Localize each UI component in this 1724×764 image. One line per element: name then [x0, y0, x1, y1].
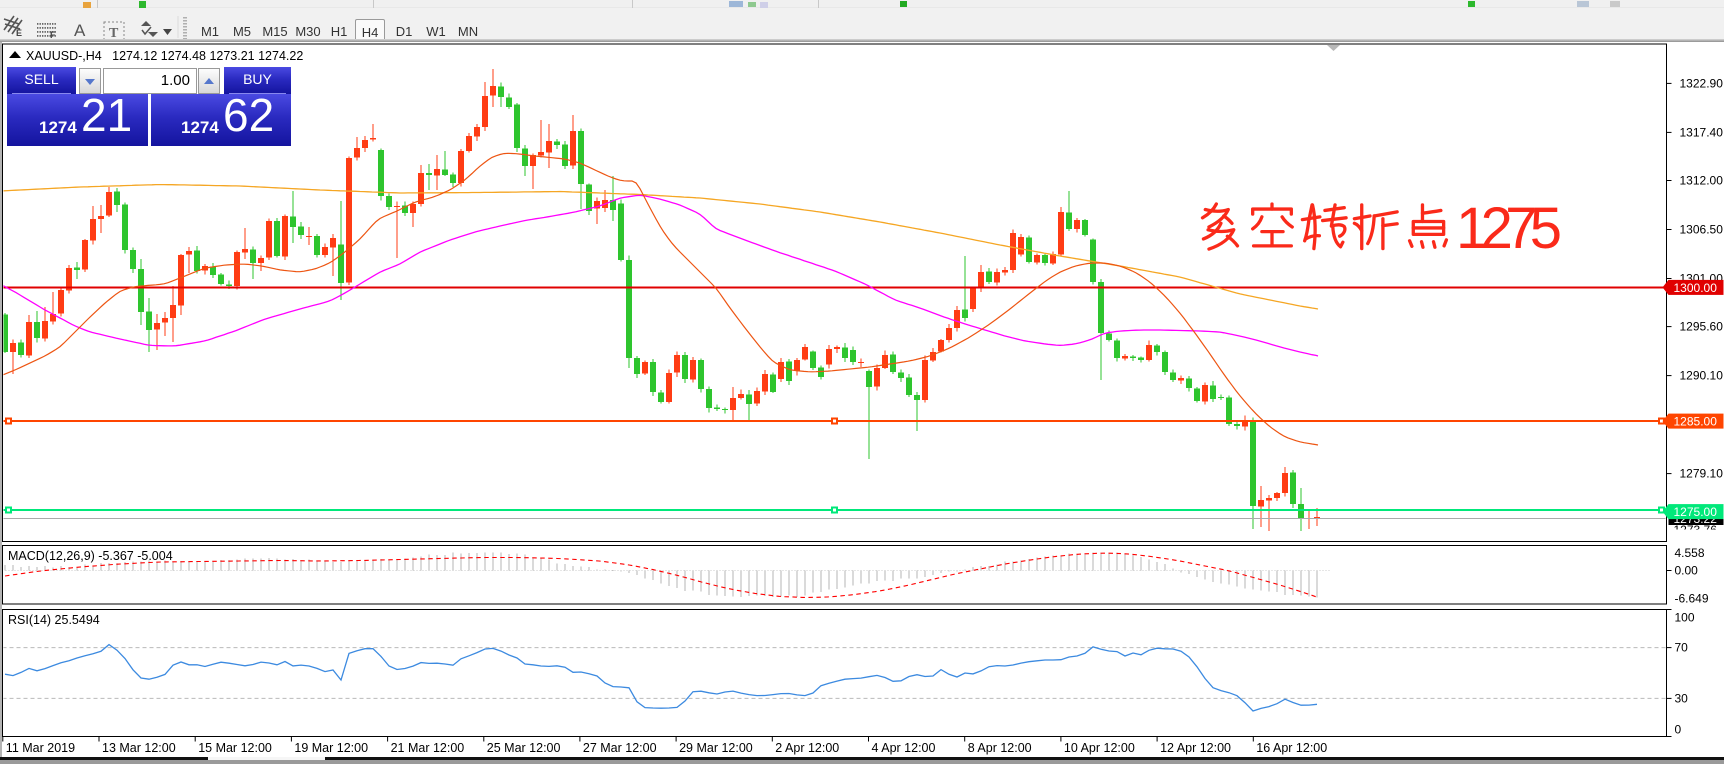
svg-text:A: A — [74, 21, 86, 40]
svg-text:100: 100 — [1675, 611, 1695, 625]
svg-text:0.00: 0.00 — [1675, 564, 1699, 578]
svg-text:12 Apr 12:00: 12 Apr 12:00 — [1160, 741, 1231, 755]
svg-text:1279.10: 1279.10 — [1680, 467, 1724, 481]
svg-text:70: 70 — [1675, 641, 1689, 655]
svg-text:1290.10: 1290.10 — [1680, 369, 1724, 383]
svg-text:1317.40: 1317.40 — [1680, 125, 1724, 139]
svg-text:1275: 1275 — [1456, 196, 1562, 261]
svg-text:10 Apr 12:00: 10 Apr 12:00 — [1064, 741, 1135, 755]
svg-text:RSI(14) 25.5494: RSI(14) 25.5494 — [8, 613, 100, 627]
svg-text:-6.649: -6.649 — [1675, 592, 1709, 606]
svg-text:15 Mar 12:00: 15 Mar 12:00 — [198, 741, 272, 755]
svg-text:1306.50: 1306.50 — [1680, 223, 1724, 237]
svg-text:0: 0 — [1675, 723, 1682, 737]
svg-text:30: 30 — [1675, 691, 1689, 705]
svg-text:XAUUSD-,H4 1274.12 1274.48 1: XAUUSD-,H4 1274.12 1274.48 1273.21 1274.… — [26, 49, 303, 63]
svg-text:T: T — [109, 26, 119, 41]
svg-text:1300.00: 1300.00 — [1674, 281, 1718, 295]
svg-text:27 Mar 12:00: 27 Mar 12:00 — [583, 741, 657, 755]
svg-text:8 Apr 12:00: 8 Apr 12:00 — [968, 741, 1032, 755]
svg-text:1285.00: 1285.00 — [1674, 415, 1718, 429]
svg-text:25 Mar 12:00: 25 Mar 12:00 — [487, 741, 561, 755]
svg-text:13 Mar 12:00: 13 Mar 12:00 — [102, 741, 176, 755]
svg-text:4.558: 4.558 — [1675, 546, 1705, 560]
svg-text:1295.60: 1295.60 — [1680, 320, 1724, 334]
svg-text:21 Mar 12:00: 21 Mar 12:00 — [391, 741, 465, 755]
svg-text:11 Mar 2019: 11 Mar 2019 — [6, 741, 75, 755]
svg-text:29 Mar 12:00: 29 Mar 12:00 — [679, 741, 753, 755]
svg-text:E: E — [16, 28, 22, 38]
svg-text:1275.00: 1275.00 — [1674, 505, 1718, 519]
svg-text:1322.90: 1322.90 — [1680, 76, 1724, 90]
svg-text:MACD(12,26,9) -5.367 -5.004: MACD(12,26,9) -5.367 -5.004 — [8, 549, 173, 563]
svg-text:1312.00: 1312.00 — [1680, 174, 1724, 188]
svg-text:2 Apr 12:00: 2 Apr 12:00 — [775, 741, 839, 755]
svg-text:F: F — [50, 30, 56, 40]
svg-text:1273.76: 1273.76 — [1674, 523, 1718, 537]
svg-text:19 Mar 12:00: 19 Mar 12:00 — [294, 741, 368, 755]
svg-text:16 Apr 12:00: 16 Apr 12:00 — [1256, 741, 1327, 755]
svg-text:4 Apr 12:00: 4 Apr 12:00 — [872, 741, 936, 755]
